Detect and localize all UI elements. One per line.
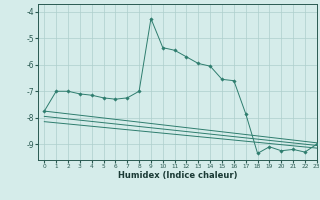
X-axis label: Humidex (Indice chaleur): Humidex (Indice chaleur) bbox=[118, 171, 237, 180]
